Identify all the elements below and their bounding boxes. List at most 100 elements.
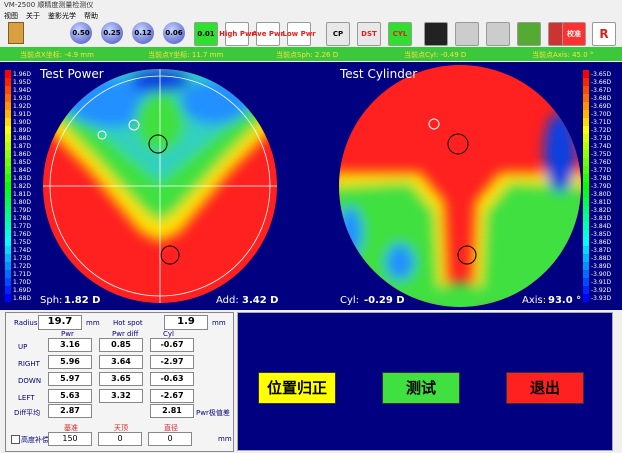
scale-swatch — [5, 286, 11, 294]
scale-swatch — [5, 230, 11, 238]
scale-swatch — [5, 214, 11, 222]
status-item: 当前点Y坐标: 11.7 mm — [148, 51, 224, 59]
scale-label: 1.96D — [13, 71, 31, 78]
toolbar-button[interactable]: 0.12 — [132, 22, 154, 44]
scale-label: 1.83D — [13, 175, 31, 182]
scale-swatch — [5, 78, 11, 86]
scale-label: 1.90D — [13, 119, 31, 126]
radius-input[interactable]: 19.7 — [38, 315, 82, 330]
scale-label: -3.69D — [591, 103, 612, 110]
scale-label: 1.86D — [13, 151, 31, 158]
table-cell: 3.65 — [99, 372, 143, 386]
toolbar-button[interactable]: 0.01 — [194, 22, 218, 46]
tool-icon[interactable] — [455, 22, 479, 46]
scale-label: -3.71D — [591, 119, 612, 126]
cyl-title: Test Cylinder — [339, 67, 417, 81]
scale-label: -3.77D — [591, 167, 612, 174]
scale-label: -3.79D — [591, 183, 612, 190]
scale-label: 1.73D — [13, 255, 31, 262]
checkbox[interactable] — [11, 435, 20, 444]
scale-label: -3.82D — [591, 207, 612, 214]
scale-swatch — [583, 142, 589, 150]
toolbar-button[interactable]: CYL — [388, 22, 412, 46]
power-title: Test Power — [39, 67, 104, 81]
height-input[interactable]: 0 — [98, 432, 142, 446]
scale-swatch — [5, 166, 11, 174]
menu-item[interactable]: 帮助 — [84, 12, 98, 20]
scale-label: 1.78D — [13, 215, 31, 222]
scale-label: 1.70D — [13, 279, 31, 286]
radius-label: Radius — [14, 319, 38, 327]
height-input[interactable]: 0 — [148, 432, 192, 446]
toolbar-button[interactable]: DST — [357, 22, 381, 46]
table-cell: -2.97 — [150, 355, 194, 369]
status-item: 当前点Axis: 45.0 ° — [532, 51, 594, 59]
toolbar-button[interactable]: CP — [326, 22, 350, 46]
height-input[interactable]: 150 — [48, 432, 92, 446]
diff-pwr: 2.87 — [48, 404, 92, 418]
scale-label: 1.88D — [13, 135, 31, 142]
scale-label: 1.77D — [13, 223, 31, 230]
toolbar-button[interactable]: 0.06 — [163, 22, 185, 44]
calibrate-button[interactable]: 校准 — [562, 22, 586, 46]
scale-label: -3.76D — [591, 159, 612, 166]
scale-label: 1.85D — [13, 159, 31, 166]
open-icon[interactable] — [8, 22, 24, 44]
checkbox-label: 高度补偿 — [21, 436, 49, 444]
status-item: 当前点X坐标: -4.9 mm — [20, 51, 94, 59]
scale-label: -3.67D — [591, 87, 612, 94]
scale-label: -3.65D — [591, 71, 612, 78]
scale-label: -3.68D — [591, 95, 612, 102]
toolbar: 0.50 0.25 0.12 0.06 0.01 High Pwr Ave Pwr Low P… — [0, 20, 622, 46]
toolbar-button[interactable]: Ave Pwr — [252, 22, 284, 46]
height-label: 基准 — [64, 424, 78, 432]
scale-swatch — [5, 102, 11, 110]
toolbar-button[interactable]: High Pwr — [219, 22, 255, 46]
scale-label: -3.80D — [591, 191, 612, 198]
toolbar-button[interactable]: Low Pwr — [282, 22, 316, 46]
scale-label: 1.75D — [13, 239, 31, 246]
row-label: UP — [18, 343, 28, 351]
status-bar: 当前点X坐标: -4.9 mm 当前点Y坐标: 11.7 mm 当前点Sph: 2.… — [0, 47, 622, 61]
height-label: 直径 — [164, 424, 178, 432]
scale-label: 1.76D — [13, 231, 31, 238]
scale-swatch — [5, 294, 11, 302]
table-cell: -0.63 — [150, 372, 194, 386]
scale-swatch — [5, 238, 11, 246]
hotspot-input[interactable]: 1.9 — [164, 315, 208, 330]
scale-label: 1.89D — [13, 127, 31, 134]
center-button[interactable]: 位置归正 — [258, 372, 336, 404]
reset-button[interactable]: R — [592, 22, 616, 46]
table-cell: 3.32 — [99, 389, 143, 403]
scale-label: -3.73D — [591, 135, 612, 142]
tool-icon[interactable] — [424, 22, 448, 46]
cylinder-heatmap — [339, 65, 581, 307]
exit-button[interactable]: 退出 — [506, 372, 584, 404]
toolbar-button[interactable]: 0.50 — [70, 22, 92, 44]
menu-item[interactable]: 鉴影光学 — [48, 12, 76, 20]
scale-label: -3.66D — [591, 79, 612, 86]
toolbar-button[interactable]: 0.25 — [101, 22, 123, 44]
tool-icon[interactable] — [517, 22, 541, 46]
tool-icon[interactable] — [486, 22, 510, 46]
scale-label: -3.89D — [591, 263, 612, 270]
hotspot-unit: mm — [212, 319, 226, 327]
scale-label: -3.84D — [591, 223, 612, 230]
scale-label: 1.92D — [13, 103, 31, 110]
scale-label: -3.72D — [591, 127, 612, 134]
scale-label: 1.72D — [13, 263, 31, 270]
scale-swatch — [5, 110, 11, 118]
menu-item[interactable]: 关于 — [26, 12, 40, 20]
scale-swatch — [5, 126, 11, 134]
diff-note: Pwr极值差 — [196, 409, 230, 417]
menu-item[interactable]: 视图 — [4, 12, 18, 20]
scale-swatch — [583, 174, 589, 182]
diff-cyl: 2.81 — [150, 404, 194, 418]
scale-swatch — [583, 166, 589, 174]
test-button[interactable]: 测试 — [382, 372, 460, 404]
scale-label: -3.91D — [591, 279, 612, 286]
radius-unit: mm — [86, 319, 100, 327]
scale-label: -3.81D — [591, 199, 612, 206]
scale-swatch — [583, 270, 589, 278]
column-header: Pwr — [61, 330, 74, 338]
